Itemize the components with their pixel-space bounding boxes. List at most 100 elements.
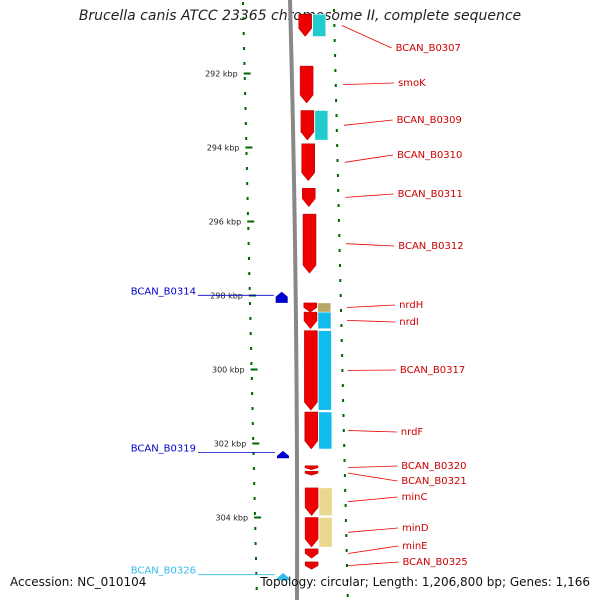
gene-label-leader: [345, 243, 395, 247]
forward-gene-arrow: [303, 311, 318, 330]
reverse-gene-arrow: [275, 291, 288, 303]
scale-tick-label: 294 kbp: [207, 144, 240, 153]
guide-dot: [346, 594, 349, 597]
guide-dot: [249, 317, 252, 320]
guide-dot: [341, 384, 344, 387]
guide-dot: [247, 227, 250, 230]
gene-label-leader: [344, 154, 394, 163]
guide-dot: [341, 369, 344, 372]
guide-dot: [255, 557, 257, 560]
cog-feature-bar: [318, 330, 332, 411]
cog-feature-bar: [317, 302, 332, 313]
guide-dot: [346, 579, 349, 582]
chromosome-backbone: [288, 0, 300, 600]
forward-gene-arrow: [304, 487, 319, 516]
forward-gene-arrow: [302, 187, 316, 208]
guide-dot: [248, 257, 250, 260]
gene-label-leader: [348, 561, 399, 566]
forward-gene-arrow: [304, 465, 319, 470]
guide-dot: [253, 497, 256, 500]
guide-dot: [333, 39, 336, 42]
guide-dot: [253, 512, 256, 515]
guide-dot: [244, 122, 247, 125]
guide-dot: [339, 294, 342, 297]
forward-gene-label: BCAN_B0317: [400, 365, 465, 376]
guide-dot: [337, 219, 340, 222]
guide-dot: [242, 2, 244, 5]
guide-dot: [248, 287, 251, 290]
guide-dot: [335, 114, 338, 117]
guide-dot: [249, 302, 251, 305]
guide-dot: [246, 212, 249, 215]
forward-gene-label: smoK: [398, 78, 426, 89]
forward-gene-label: BCAN_B0307: [396, 43, 461, 54]
forward-gene-label: BCAN_B0309: [397, 115, 462, 126]
guide-dot: [337, 189, 340, 192]
guide-dot: [251, 422, 254, 425]
guide-dot: [340, 339, 343, 342]
reverse-gene-label: BCAN_B0314: [131, 286, 196, 297]
scale-tick-label: 296 kbp: [209, 218, 242, 227]
scale-ticks: 292 kbp 294 kbp 296 kbp 298 kbp 300 kbp 302 k…: [205, 70, 262, 523]
gene-label-leader: [348, 545, 399, 554]
cog-feature-track: [312, 14, 333, 548]
guide-dot: [334, 54, 337, 57]
guide-dot: [244, 107, 247, 110]
guide-dot: [242, 17, 245, 20]
guide-dot: [339, 279, 342, 282]
forward-gene-label: minD: [402, 523, 429, 534]
guide-dot: [244, 92, 247, 95]
guide-dot: [343, 474, 346, 477]
scale-tick-label: 304 kbp: [215, 514, 248, 523]
guide-dot: [342, 399, 345, 402]
guide-dot: [242, 32, 245, 35]
forward-gene-arrow: [298, 14, 312, 37]
forward-gene-label: minE: [402, 541, 427, 552]
guide-dot: [335, 129, 338, 132]
scale-tick: [250, 368, 258, 371]
guide-dot: [343, 444, 346, 447]
gene-label-leader: [347, 430, 397, 433]
forward-gene-label: BCAN_B0310: [397, 150, 462, 161]
gene-label-leader: [347, 465, 398, 468]
reverse-gene-label: BCAN_B0319: [131, 444, 196, 455]
gene-label-leader: [346, 320, 396, 323]
cog-feature-bar: [317, 311, 332, 329]
guide-dot: [336, 174, 339, 177]
forward-gene-track: [298, 14, 319, 570]
guide-dot: [345, 534, 348, 537]
forward-gene-label: BCAN_B0325: [403, 557, 468, 568]
scale-tick-label: 298 kbp: [210, 292, 243, 301]
guide-dot: [342, 429, 345, 432]
position-dots: [242, 2, 349, 597]
guide-dot: [245, 137, 248, 140]
scale-tick: [245, 146, 253, 149]
guide-dot: [250, 347, 253, 350]
guide-dot: [250, 362, 253, 365]
guide-dot: [243, 62, 246, 65]
guide-dot: [252, 437, 255, 440]
guide-dot: [342, 414, 345, 417]
scale-tick: [252, 442, 260, 445]
guide-dot: [252, 452, 255, 455]
guide-dot: [250, 377, 253, 380]
gene-label-leader: [341, 25, 392, 49]
cog-feature-bar: [318, 487, 333, 516]
guide-dot: [333, 24, 336, 27]
forward-gene-label: BCAN_B0320: [401, 461, 466, 472]
scale-tick: [254, 516, 262, 519]
guide-dot: [247, 242, 250, 245]
forward-gene-arrow: [299, 65, 314, 104]
guide-dot: [246, 197, 249, 200]
reverse-gene-label: BCAN_B0326: [131, 566, 196, 577]
gene-label-leader: [348, 496, 398, 503]
guide-dot: [249, 332, 252, 335]
reverse-gene-arrow: [277, 450, 289, 459]
guide-dot: [337, 204, 340, 207]
scale-tick-label: 302 kbp: [214, 440, 247, 449]
forward-gene-label: nrdF: [401, 427, 424, 438]
forward-gene-arrow: [304, 548, 319, 559]
gene-label-leader: [346, 304, 396, 308]
forward-gene-label: nrdI: [399, 317, 419, 328]
